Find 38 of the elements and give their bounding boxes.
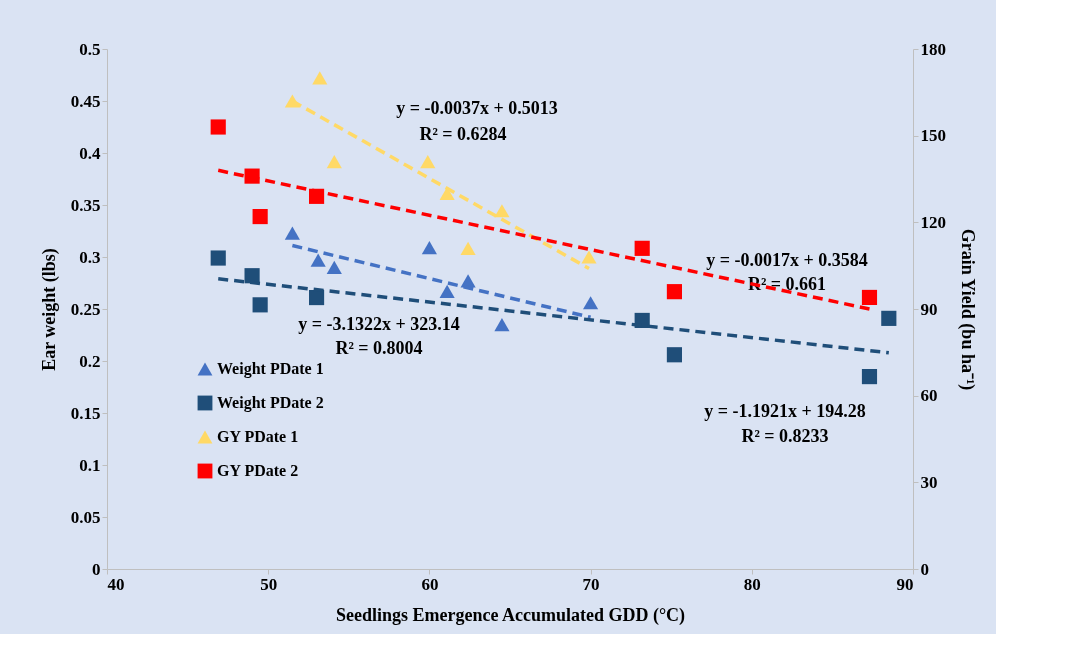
- y-tick-label: 0.45: [70, 91, 101, 111]
- y-tick-label: 0.25: [70, 299, 101, 319]
- y-tick-label: 0.3: [79, 247, 101, 267]
- annotation: y = -0.0037x + 0.5013: [396, 98, 558, 118]
- y-tick-label: 0.5: [79, 39, 101, 59]
- annotation: y = -0.0017x + 0.3584: [706, 250, 868, 270]
- annotation: R² = 0.8233: [741, 426, 829, 446]
- y2-tick-label: 180: [920, 39, 946, 59]
- x-tick-label: 40: [107, 574, 125, 594]
- x-tick-label: 80: [743, 574, 761, 594]
- y-axis-title: Ear weight (lbs): [38, 248, 60, 371]
- y2-axis-title: Grain Yield (bu ha⁻¹): [957, 228, 978, 391]
- y2-tick-label: 0: [920, 559, 929, 579]
- annotation: y = -3.1322x + 323.14: [298, 314, 460, 334]
- y2-tick-label: 60: [920, 386, 938, 406]
- y-tick-label: 0.05: [70, 507, 101, 527]
- annotation: R² = 0.6284: [419, 124, 507, 144]
- x-tick-label: 60: [421, 574, 439, 594]
- y-tick-label: 0.4: [79, 143, 101, 163]
- annotation: y = -1.1921x + 194.28: [704, 401, 866, 421]
- y2-tick-label: 120: [920, 212, 946, 232]
- x-axis-title: Seedlings Emergence Accumulated GDD (°C): [335, 604, 686, 626]
- y-tick-label: 0: [92, 559, 101, 579]
- y-tick-label: 0.35: [70, 195, 101, 215]
- y-tick-label: 0.2: [79, 351, 101, 371]
- legend-label: Weight PDate 1: [217, 360, 324, 378]
- x-tick-label: 50: [260, 574, 278, 594]
- y-tick-label: 0.1: [79, 455, 101, 475]
- x-tick-label: 70: [582, 574, 600, 594]
- legend-label: GY PDate 1: [217, 428, 299, 445]
- annotation: R² = 0.8004: [335, 338, 423, 358]
- legend-label: GY PDate 2: [217, 462, 299, 479]
- y2-tick-label: 30: [920, 472, 938, 492]
- x-tick-label: 90: [896, 574, 914, 594]
- y2-tick-label: 150: [920, 126, 946, 146]
- y-tick-label: 0.15: [70, 403, 101, 423]
- legend-label: Weight PDate 2: [217, 394, 324, 412]
- y2-tick-label: 90: [920, 299, 938, 319]
